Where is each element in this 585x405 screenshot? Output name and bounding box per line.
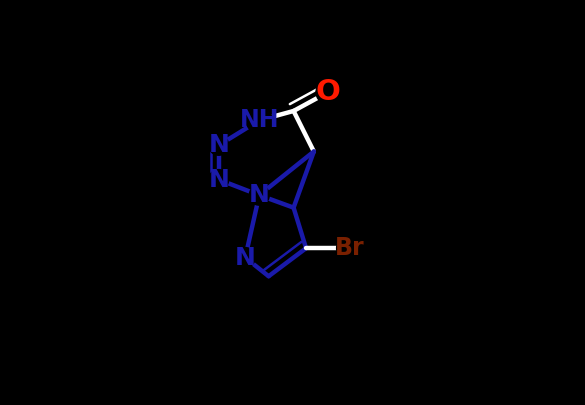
Text: N: N <box>208 168 229 192</box>
Circle shape <box>209 170 229 190</box>
Circle shape <box>209 135 229 155</box>
Text: N: N <box>249 183 270 207</box>
Circle shape <box>336 235 363 261</box>
Text: Br: Br <box>335 236 364 260</box>
Circle shape <box>235 247 255 268</box>
Circle shape <box>249 185 269 205</box>
Circle shape <box>246 107 273 133</box>
Circle shape <box>316 81 340 104</box>
Text: N: N <box>235 245 256 270</box>
Text: NH: NH <box>239 108 279 132</box>
Text: O: O <box>315 78 340 106</box>
Text: N: N <box>208 133 229 157</box>
